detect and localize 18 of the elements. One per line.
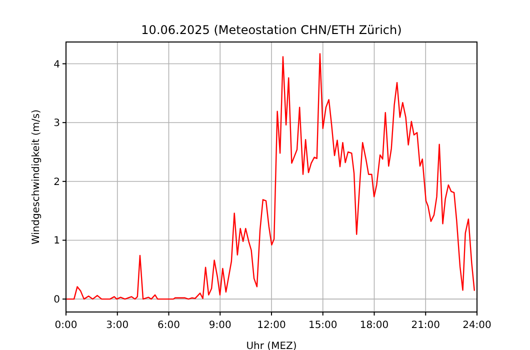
x-tick-label: 12:00 [257, 320, 286, 331]
x-axis-title: Uhr (MEZ) [246, 341, 297, 350]
y-axis-title: Windgeschwindigkeit (m/s) [31, 109, 42, 245]
x-tick-label: 24:00 [462, 320, 492, 331]
chart-title: 10.06.2025 (Meteostation CHN/ETH Zürich) [141, 23, 402, 37]
y-tick-label: 4 [54, 59, 60, 70]
x-tick-label: 0:00 [54, 320, 78, 331]
y-tick-label: 3 [54, 118, 60, 130]
y-tick-label: 1 [54, 236, 60, 247]
x-tick-label: 21:00 [411, 320, 440, 331]
y-tick-label: 2 [54, 176, 60, 188]
x-tick-label: 18:00 [360, 320, 389, 331]
line-series [66, 53, 476, 300]
y-tick-label: 0 [54, 294, 60, 306]
x-tick-label: 3:00 [106, 320, 129, 331]
x-tick-label: 15:00 [308, 320, 338, 331]
x-tick-label: 9:00 [208, 320, 232, 331]
x-tick-label: 6:00 [158, 320, 180, 331]
